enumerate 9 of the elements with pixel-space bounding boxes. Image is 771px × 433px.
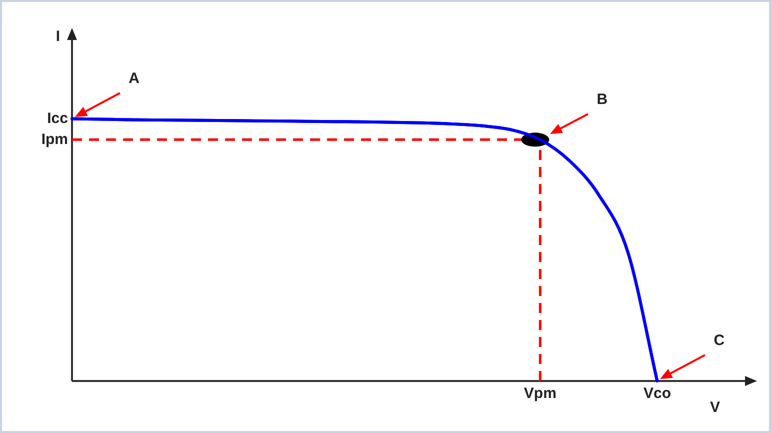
text: Icc — [47, 110, 68, 127]
x-axis-title: V — [710, 399, 720, 416]
x-tick-label: Vpm — [524, 385, 556, 402]
ref-line-label: Ipm — [41, 130, 68, 148]
text: B — [596, 90, 608, 108]
x-tick-label: Vco — [643, 385, 671, 402]
y-axis-title: I — [56, 28, 60, 46]
annotation: C — [714, 332, 725, 350]
text: A — [128, 70, 140, 87]
